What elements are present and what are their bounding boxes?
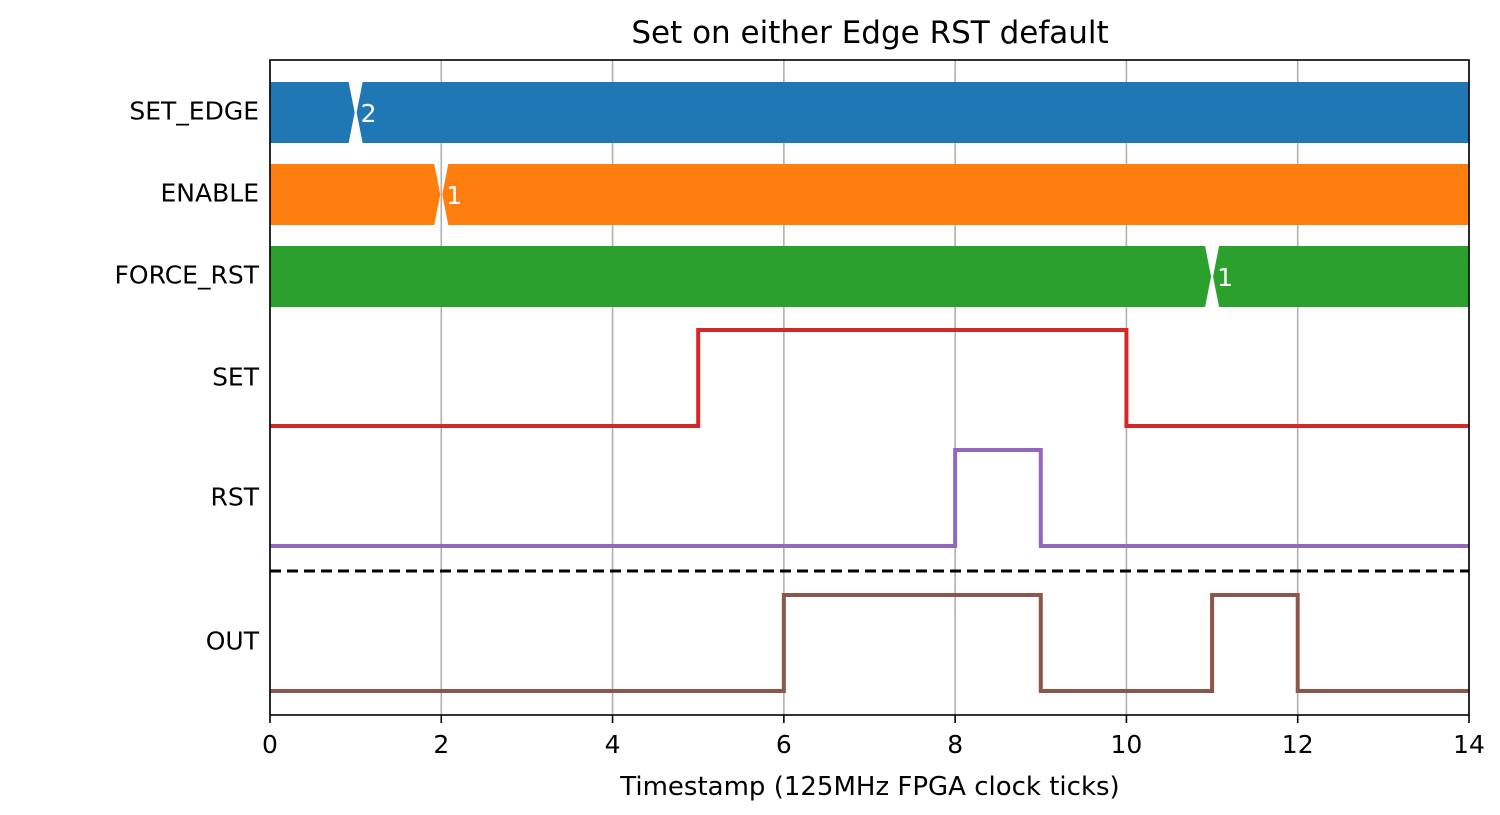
signal-label-out: OUT [206,627,260,656]
x-tick-label: 2 [433,730,449,759]
x-tick-label: 8 [947,730,963,759]
signal-trace-set [270,328,1469,428]
bus-value-label: 1 [446,181,462,210]
bus-segment [442,164,1470,225]
signal-label-rst: RST [210,483,259,512]
x-tick-label: 12 [1282,730,1314,759]
bus-value-label: 1 [1217,263,1233,292]
bus-segment [270,246,1212,307]
plot-frame [269,59,1470,716]
x-tick-label: 14 [1453,730,1485,759]
x-tick-label: 6 [776,730,792,759]
signal-label-force-rst: FORCE_RST [115,261,260,290]
signal-trace-rst [270,448,1469,548]
x-axis-ticks: 0 2 4 6 8 10 12 14 [262,715,1485,759]
x-tick-label: 0 [262,730,278,759]
signal-labels: SET_EDGE ENABLE FORCE_RST SET RST OUT [115,97,260,656]
bus-segment [1213,246,1469,307]
x-tick-label: 4 [605,730,621,759]
x-axis-label: Timestamp (125MHz FPGA clock ticks) [619,772,1119,802]
signal-label-enable: ENABLE [161,179,259,208]
signal-label-set: SET [212,363,260,392]
bus-value-label: 2 [361,99,377,128]
signal-label-set-edge: SET_EDGE [129,97,259,126]
bus-segment [270,164,441,225]
x-tick-label: 10 [1111,730,1143,759]
bus-segment [356,82,1470,143]
grid-lines [269,60,1470,715]
signal-trace-out [270,593,1469,693]
signal-traces: 2 1 1 [270,82,1470,693]
bus-segment [270,82,355,143]
chart-title: Set on either Edge RST default [631,15,1108,51]
